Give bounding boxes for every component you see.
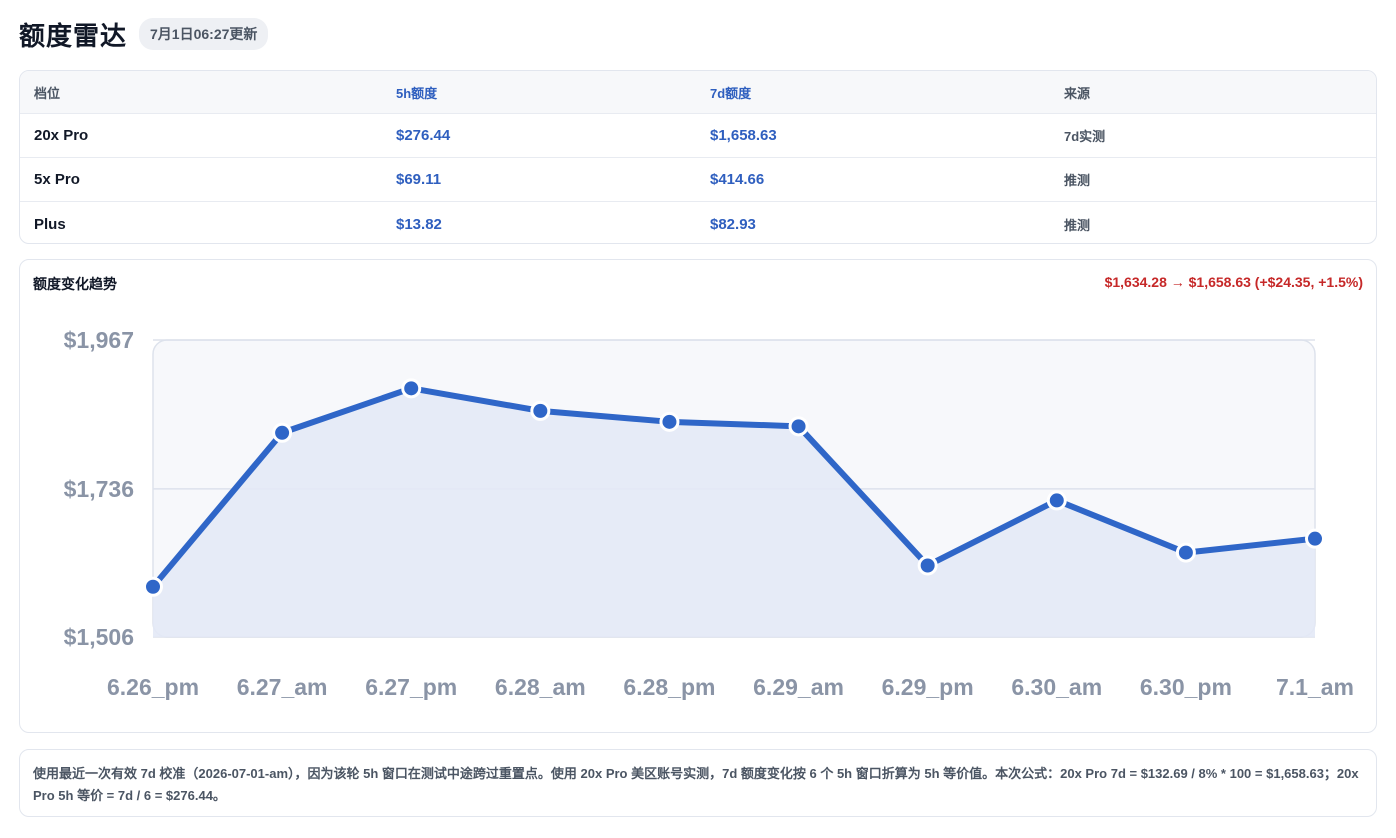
- page-title: 额度雷达: [19, 20, 128, 51]
- data-point: [659, 411, 680, 432]
- data-point: [1175, 542, 1196, 563]
- update-time-badge: 7月1日06:27更新: [139, 18, 269, 50]
- quota-5h: $69.11: [396, 171, 442, 188]
- quota-7d: $1,658.63: [710, 127, 777, 144]
- quota-source: 推测: [1064, 217, 1091, 233]
- header-source: 来源: [1064, 85, 1091, 101]
- data-point: [1305, 528, 1325, 549]
- data-point: [1046, 490, 1067, 511]
- trend-chart-card: $1,506 $1,736 $1,967 6.26_pm 6.27_am 6.27_pm 6…: [19, 259, 1377, 733]
- note-text: 使用最近一次有效 7d 校准（2026-07-01-am），因为该轮 5h 窗口…: [33, 766, 1359, 803]
- quota-7d: $414.66: [710, 171, 765, 188]
- x-tick-label: 6.28_am: [495, 674, 586, 700]
- tier-name: 5x Pro: [34, 171, 80, 188]
- quota-5h: $276.44: [396, 127, 451, 144]
- tier-name: 20x Pro: [34, 127, 89, 144]
- x-tick-label: 6.29_am: [753, 674, 844, 700]
- data-point: [401, 378, 422, 399]
- x-tick-label: 6.30_am: [1011, 674, 1102, 700]
- data-point: [917, 555, 938, 576]
- table-row: 20x Pro $276.44 $1,658.63 7d实测: [20, 114, 1376, 158]
- table-row: Plus $13.82 $82.93 推测: [20, 202, 1376, 243]
- x-tick-label: 6.26_pm: [107, 674, 199, 700]
- data-point: [143, 576, 163, 597]
- x-tick-label: 6.30_pm: [1140, 674, 1232, 700]
- header-7d: 7d额度: [710, 85, 752, 101]
- data-point: [788, 416, 809, 437]
- x-tick-label: 7.1_am: [1276, 674, 1354, 700]
- trend-chart: $1,506 $1,736 $1,967 6.26_pm 6.27_am 6.27_pm 6…: [64, 327, 1354, 700]
- header-5h: 5h额度: [396, 85, 438, 101]
- series-line: [150, 385, 1318, 590]
- chart-title: 额度变化趋势: [33, 276, 117, 292]
- x-tick-label: 6.27_pm: [365, 674, 457, 700]
- y-tick-label: $1,967: [64, 327, 134, 353]
- quota-5h: $13.82: [396, 215, 442, 233]
- data-point: [272, 422, 293, 443]
- table-header-row: 档位 5h额度 7d额度 来源: [20, 71, 1376, 114]
- quota-source: 7d实测: [1064, 129, 1106, 144]
- x-tick-label: 6.27_am: [237, 674, 328, 700]
- header: 额度雷达 7月1日06:27更新: [19, 14, 269, 54]
- header-tier: 档位: [34, 85, 61, 101]
- x-tick-label: 6.29_pm: [882, 674, 974, 700]
- quota-7d: $82.93: [710, 215, 756, 233]
- quota-source: 推测: [1064, 173, 1091, 188]
- data-point: [530, 400, 551, 421]
- chart-change-summary: $1,634.28 → $1,658.63 (+$24.35, +1.5%): [1104, 274, 1363, 290]
- x-tick-label: 6.28_pm: [623, 674, 715, 700]
- tier-name: Plus: [34, 215, 66, 233]
- y-tick-label: $1,736: [64, 476, 134, 502]
- quota-table: 档位 5h额度 7d额度 来源 20x Pro $276.44 $1,658.6…: [19, 70, 1377, 244]
- table-row: 5x Pro $69.11 $414.66 推测: [20, 158, 1376, 202]
- area-fill: [153, 388, 1315, 637]
- formula-note: 使用最近一次有效 7d 校准（2026-07-01-am），因为该轮 5h 窗口…: [19, 749, 1377, 817]
- y-tick-label: $1,506: [64, 624, 134, 650]
